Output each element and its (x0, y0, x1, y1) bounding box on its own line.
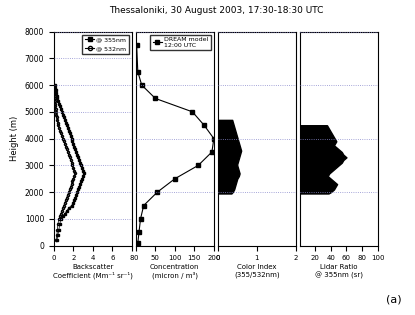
Line: @ 532nm: @ 532nm (53, 84, 76, 241)
X-axis label: Color Index
(355/532nm): Color Index (355/532nm) (234, 264, 280, 278)
Legend: DREAM model
12:00 UTC: DREAM model 12:00 UTC (150, 35, 211, 50)
@ 355nm (71, 201, 76, 205)
Y-axis label: Height (m): Height (m) (10, 116, 19, 161)
@ 532nm (52, 99, 57, 103)
X-axis label: Lidar Ratio
@ 355nm (sr): Lidar Ratio @ 355nm (sr) (315, 264, 363, 278)
@ 532nm (65, 193, 70, 197)
@ 355nm (53, 86, 58, 90)
@ 532nm (52, 83, 57, 87)
Line: @ 355nm: @ 355nm (54, 84, 85, 241)
@ 355nm (55, 99, 60, 103)
@ 532nm (54, 238, 59, 242)
X-axis label: Backscatter
Coefficient (Mm⁻¹ sr⁻¹): Backscatter Coefficient (Mm⁻¹ sr⁻¹) (53, 264, 133, 279)
@ 532nm (72, 174, 77, 178)
@ 355nm (74, 193, 79, 197)
X-axis label: Concentration
(micron / m³): Concentration (micron / m³) (150, 264, 200, 279)
@ 355nm (62, 212, 67, 215)
@ 532nm (62, 201, 67, 205)
@ 532nm (58, 212, 63, 215)
Text: (a): (a) (386, 295, 402, 304)
Text: Thessaloniki, 30 August 2003, 17:30-18:30 UTC: Thessaloniki, 30 August 2003, 17:30-18:3… (109, 6, 323, 15)
@ 355nm (52, 83, 57, 87)
@ 355nm (54, 238, 59, 242)
@ 355nm (81, 174, 85, 178)
Legend: @ 355nm, @ 532nm: @ 355nm, @ 532nm (83, 35, 129, 54)
@ 532nm (52, 86, 57, 90)
